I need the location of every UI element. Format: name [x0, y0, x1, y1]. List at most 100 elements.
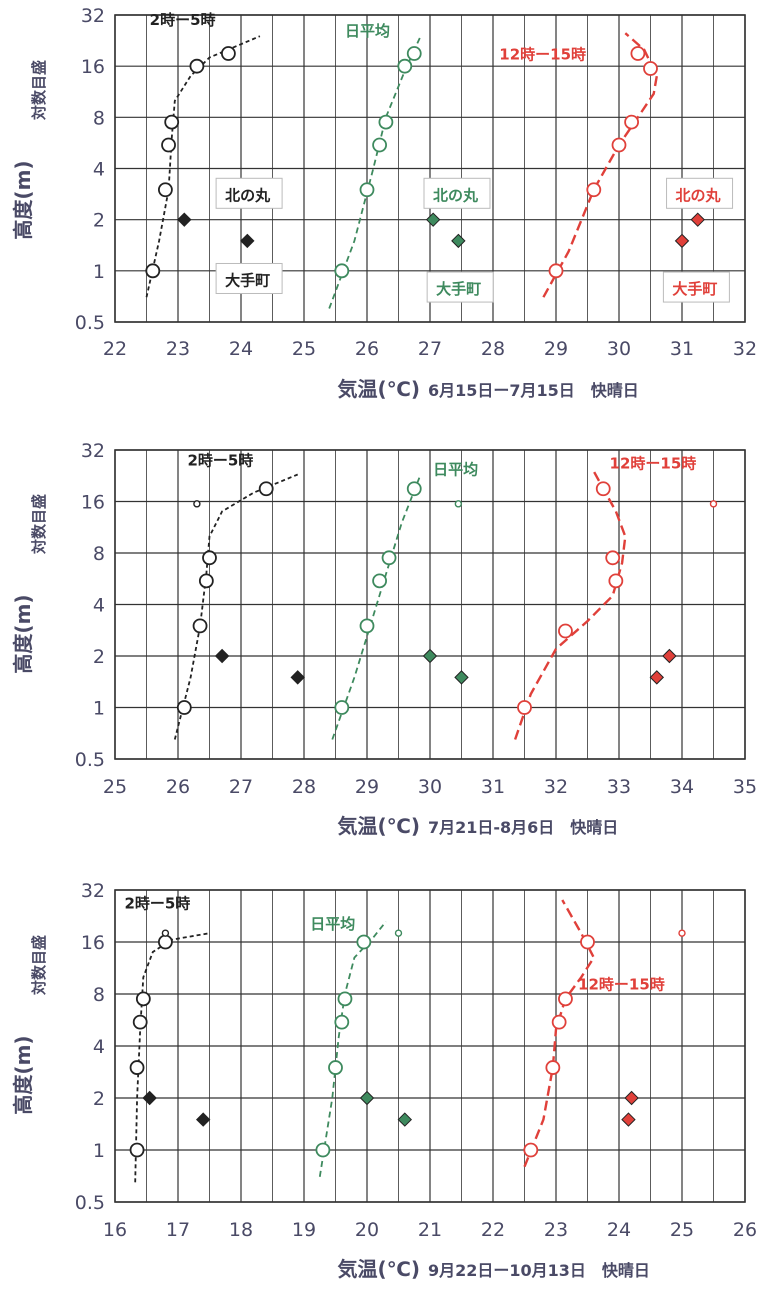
data-point	[586, 182, 602, 198]
data-point	[337, 991, 353, 1007]
data-point	[545, 1060, 561, 1075]
y-tick-label: 8	[93, 984, 105, 1006]
diamond-point	[690, 212, 705, 227]
annotation-label: 12時ー15時	[610, 454, 697, 472]
x-axis-label: 気温(℃)	[338, 1257, 421, 1281]
diamond-point	[662, 648, 677, 664]
y-tick-label: 8	[93, 543, 105, 565]
diamond-point	[214, 648, 230, 664]
annotation-label: 日平均	[433, 461, 478, 479]
series-line	[542, 32, 659, 298]
x-tick-label: 30	[607, 338, 631, 360]
data-point	[334, 263, 350, 279]
y-axis-sublabel: 対数目盛	[30, 935, 48, 996]
x-tick-label: 22	[103, 338, 127, 360]
small-point	[454, 500, 463, 508]
chart-panel-2: 25 26 27 28 29 30 31 32 33 34 35 0.5 1 2 4 8 16 32 気温(℃) 7月…	[11, 440, 757, 838]
data-point	[135, 991, 151, 1007]
period-label: 9月22日ー10月13日 快晴日	[428, 1261, 650, 1280]
annotation-label: 2時ー5時	[187, 451, 253, 469]
x-tick-label: 34	[670, 776, 694, 798]
small-point	[394, 929, 403, 937]
x-tick-label: 29	[355, 776, 379, 798]
x-tick-label: 21	[418, 1219, 442, 1241]
data-point	[145, 263, 161, 279]
label-box	[662, 271, 730, 303]
x-tick-label: 27	[418, 338, 442, 360]
data-point	[406, 46, 422, 61]
y-axis-label: 高度(m)	[11, 1035, 35, 1114]
x-tick-label: 31	[481, 776, 505, 798]
small-point	[709, 500, 718, 508]
plot-frame	[114, 889, 746, 1203]
x-tick-label: 26	[166, 776, 190, 798]
data-point	[558, 623, 573, 639]
x-tick-label: 25	[670, 1219, 694, 1241]
data-point	[406, 481, 422, 497]
x-tick-label: 22	[481, 1219, 505, 1241]
y-tick-label: 8	[93, 107, 105, 129]
y-axis-label-group: 高度(m) 対数目盛	[11, 60, 48, 240]
diamond-point	[142, 1090, 157, 1106]
x-tick-label: 28	[292, 776, 316, 798]
x-tick-label: 32	[733, 338, 757, 360]
diamond-point	[451, 233, 466, 249]
data-point	[517, 700, 532, 715]
x-tick-label: 26	[733, 1219, 757, 1241]
y-axis-label-group: 高度(m) 対数目盛	[11, 935, 48, 1115]
data-point	[381, 550, 397, 566]
data-point	[372, 137, 388, 153]
x-tick-label: 31	[670, 338, 694, 360]
data-point	[132, 1014, 148, 1030]
data-point	[176, 700, 192, 715]
diamond-point	[290, 670, 305, 685]
x-tick-label: 20	[355, 1219, 379, 1241]
data-point	[397, 58, 413, 74]
data-point	[328, 1060, 343, 1075]
period-label: 6月15日ー7月15日 快晴日	[428, 381, 639, 400]
y-tick-label: 16	[81, 932, 105, 954]
data-point	[630, 46, 646, 61]
data-point	[192, 618, 208, 634]
y-tick-label: 2	[93, 1088, 105, 1110]
annotation-label: 北の丸	[676, 186, 722, 204]
x-axis-label: 気温(℃)	[338, 377, 421, 401]
y-tick-label: 0.5	[75, 312, 105, 334]
y-axis-sublabel: 対数目盛	[30, 60, 48, 121]
x-tick-label: 33	[607, 776, 631, 798]
y-tick-label: 0.5	[75, 1192, 105, 1214]
x-tick-label: 30	[418, 776, 442, 798]
y-tick-label: 4	[93, 1036, 105, 1058]
data-point	[523, 1142, 539, 1158]
diamond-point	[649, 670, 665, 685]
y-tick-label: 16	[81, 492, 105, 514]
diamond-point	[240, 233, 255, 249]
annotation-label: 日平均	[345, 22, 390, 40]
data-point	[624, 114, 639, 130]
y-axis-label: 高度(m)	[11, 160, 35, 239]
data-point	[189, 58, 205, 74]
data-point	[157, 934, 173, 950]
x-tick-label: 18	[229, 1219, 253, 1241]
y-tick-label: 1	[93, 698, 105, 720]
data-point	[164, 114, 180, 130]
y-tick-label: 16	[81, 56, 105, 78]
annotation-label: 大手町	[225, 271, 270, 289]
series-line	[513, 470, 627, 740]
data-point	[220, 46, 236, 61]
annotation-label: 2時ー5時	[124, 895, 190, 913]
data-point	[372, 573, 388, 589]
x-tick-label: 24	[607, 1219, 631, 1241]
data-point	[258, 481, 274, 497]
data-point	[551, 1014, 567, 1030]
data-point	[580, 934, 595, 950]
data-point	[334, 1014, 350, 1030]
label-box	[423, 177, 491, 209]
data-point	[129, 1060, 145, 1075]
x-tick-label: 25	[103, 776, 127, 798]
diamond-point	[195, 1112, 211, 1127]
data-point	[605, 550, 621, 566]
data-point	[161, 137, 176, 153]
plot-frame	[114, 14, 746, 323]
